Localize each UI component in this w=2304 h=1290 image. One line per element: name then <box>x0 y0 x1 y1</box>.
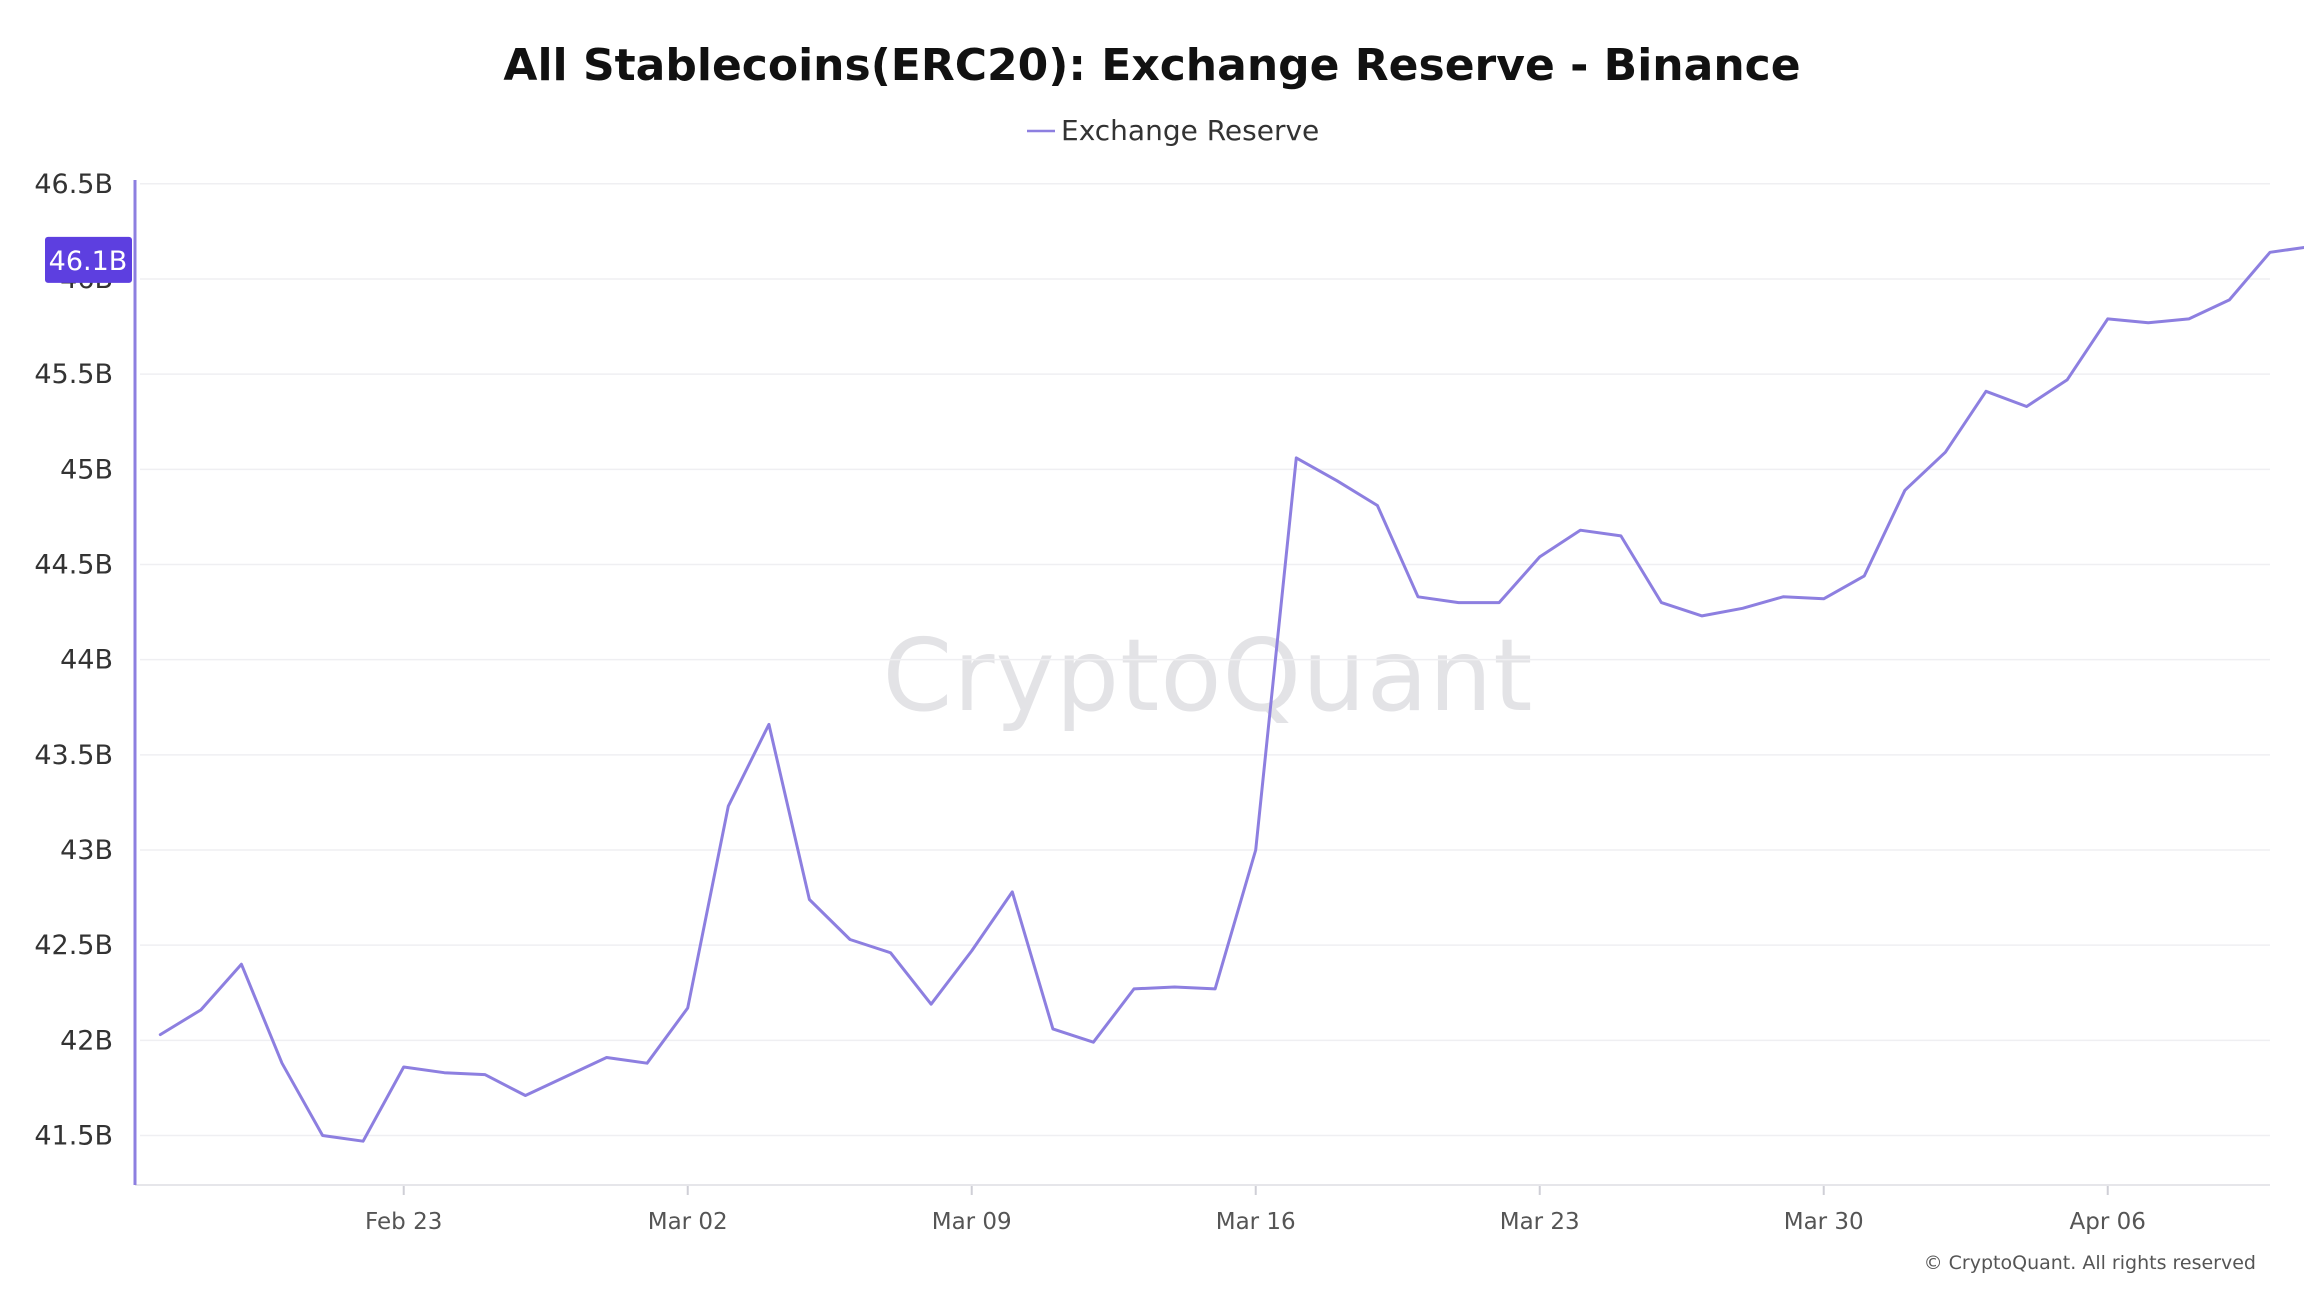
chart-title: All Stablecoins(ERC20): Exchange Reserve… <box>503 40 1800 91</box>
current-value-badge-bg <box>45 236 132 283</box>
watermark: CryptoQuant <box>883 617 1534 734</box>
x-tick-label: Mar 09 <box>932 1209 1012 1235</box>
y-tick-label: 43.5B <box>34 740 113 771</box>
y-tick-label: 41.5B <box>34 1121 113 1152</box>
legend-label: Exchange Reserve <box>1061 114 1319 147</box>
x-axis-ticks: Feb 23 Mar 02 Mar 09 Mar 16 Mar 23 Mar 30 Apr … <box>365 1185 2146 1235</box>
legend[interactable]: Exchange Reserve <box>1027 114 1319 147</box>
x-tick-label: Mar 02 <box>648 1209 728 1235</box>
current-value-badge: 46.1B <box>45 236 132 283</box>
y-axis-ticks: 46.5B46B45.5B45B44.5B44B43.5B43B42.5B42B… <box>34 169 113 1152</box>
y-tick-label: 44.5B <box>34 549 113 580</box>
x-tick-label: Mar 23 <box>1500 1209 1580 1235</box>
series-group <box>158 220 2304 1143</box>
y-tick-label: 45.5B <box>34 359 113 390</box>
gridlines <box>140 183 2270 1137</box>
current-value-label: 46.1B <box>49 246 128 277</box>
y-tick-label: 42B <box>60 1025 113 1056</box>
y-tick-label: 43B <box>60 835 113 866</box>
copyright-notice: © CryptoQuant. All rights reserved <box>1924 1252 2256 1274</box>
series-line-exchange-reserve[interactable] <box>158 220 2304 1143</box>
x-tick-label: Mar 16 <box>1216 1209 1296 1235</box>
x-tick-label: Feb 23 <box>365 1209 442 1235</box>
y-tick-label: 45B <box>60 454 113 485</box>
y-tick-label: 42.5B <box>34 930 113 961</box>
y-tick-label: 46.5B <box>34 169 113 200</box>
y-tick-label: 44B <box>60 645 113 676</box>
x-tick-label: Mar 30 <box>1784 1209 1864 1235</box>
x-tick-label: Apr 06 <box>2070 1209 2146 1235</box>
